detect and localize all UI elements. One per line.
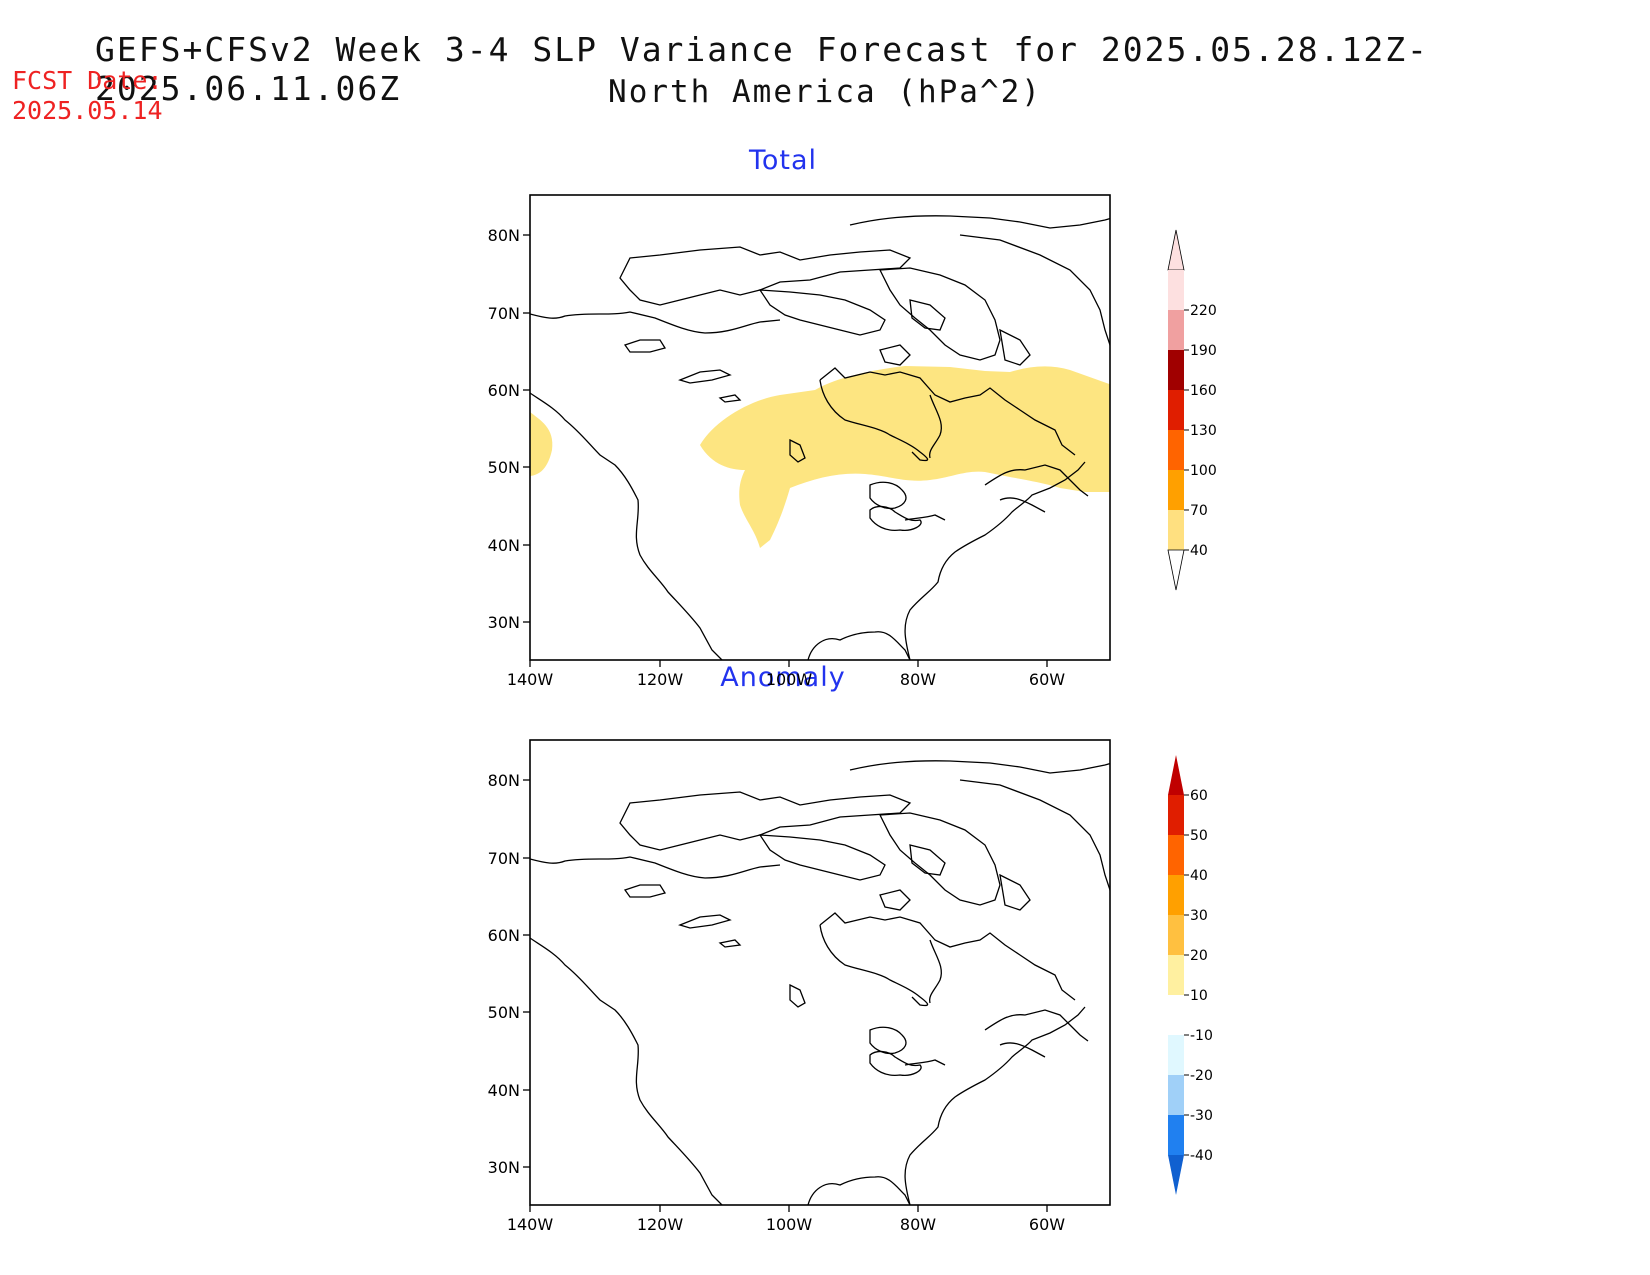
cbar-total-box [1168, 350, 1184, 390]
cbar-anomaly-label: 20 [1190, 948, 1208, 964]
lat-tick-label: 70N [488, 304, 520, 323]
colorbar-total: 220 190 160 130 100 70 40 [1167, 229, 1217, 591]
coastlines-anomaly [530, 760, 1110, 1205]
cbar-total-label: 130 [1190, 423, 1217, 439]
lat-tick-label: 50N [488, 458, 520, 477]
panel-title-anomaly: Anomaly [720, 662, 846, 693]
cbar-anomaly-label: 40 [1190, 868, 1208, 884]
forecast-date-value: 2025.05.14 [12, 96, 163, 125]
figure-title: GEFS+CFSv2 Week 3-4 SLP Variance Forecas… [95, 30, 1429, 108]
cbar-anomaly-label: -20 [1190, 1068, 1213, 1084]
cbar-total-box [1168, 310, 1184, 350]
cbar-total-label: 70 [1190, 503, 1208, 519]
cbar-anomaly-label: -30 [1190, 1108, 1213, 1124]
cbar-total-box [1168, 430, 1184, 470]
cbar-anomaly-label: -40 [1190, 1148, 1213, 1164]
cbar-anomaly-box [1168, 955, 1184, 995]
lon-tick-label: 100W [766, 1215, 813, 1234]
variance-shading [530, 366, 1110, 548]
lat-tick-label: 30N [488, 1158, 520, 1177]
forecast-date-label: FCST Date: [12, 66, 163, 95]
cbar-total-lower-cap [1167, 549, 1185, 591]
lon-tick-label: 120W [637, 670, 684, 689]
map-frame-total [529, 194, 1111, 661]
cbar-total-box [1168, 270, 1184, 310]
cbar-anomaly-label: 30 [1190, 908, 1208, 924]
axis-ticks-total: 80N 70N 60N 50N 40N 30N 140W 120W 100W 80W 60W [488, 226, 1066, 689]
cbar-anomaly-box [1168, 995, 1184, 1035]
lat-tick-label: 60N [488, 926, 520, 945]
cbar-anomaly-box [1168, 875, 1184, 915]
cbar-anomaly-label: -10 [1190, 1028, 1213, 1044]
cbar-anomaly-label: 50 [1190, 828, 1208, 844]
cbar-anomaly-box [1168, 915, 1184, 955]
lon-tick-label: 80W [900, 1215, 936, 1234]
cbar-total-label: 220 [1190, 303, 1217, 319]
lat-tick-label: 60N [488, 381, 520, 400]
lat-tick-label: 80N [488, 226, 520, 245]
coastlines-total [530, 215, 1110, 660]
cbar-total-label: 100 [1190, 463, 1217, 479]
lon-tick-label: 100W [766, 670, 813, 689]
cbar-total-label: 40 [1190, 543, 1208, 559]
lon-tick-label: 60W [1029, 670, 1065, 689]
axis-ticks-anomaly: 80N 70N 60N 50N 40N 30N 140W 120W 100W 80W 60W [488, 771, 1066, 1234]
cbar-total-box [1168, 510, 1184, 550]
cbar-anomaly-box [1168, 835, 1184, 875]
cbar-total-box [1168, 470, 1184, 510]
panel-title-total: Total [748, 145, 818, 176]
cbar-total-label: 190 [1190, 343, 1217, 359]
lon-tick-label: 140W [507, 670, 554, 689]
lon-tick-label: 60W [1029, 1215, 1065, 1234]
lat-tick-label: 50N [488, 1003, 520, 1022]
cbar-anomaly-label: 60 [1190, 788, 1208, 804]
cbar-total-label: 160 [1190, 383, 1217, 399]
cbar-anomaly-upper-cap [1168, 755, 1184, 795]
lat-tick-label: 40N [488, 536, 520, 555]
cbar-anomaly-box [1168, 795, 1184, 835]
cbar-anomaly-box [1168, 1075, 1184, 1115]
lat-tick-label: 70N [488, 849, 520, 868]
lat-tick-label: 30N [488, 613, 520, 632]
lat-tick-label: 40N [488, 1081, 520, 1100]
lon-tick-label: 140W [507, 1215, 554, 1234]
lon-tick-label: 120W [637, 1215, 684, 1234]
cbar-total-box [1168, 390, 1184, 430]
map-frame-anomaly [529, 739, 1111, 1206]
lon-tick-label: 80W [900, 670, 936, 689]
figure-subtitle: North America (hPa^2) [608, 74, 1042, 110]
cbar-anomaly-box [1168, 1115, 1184, 1155]
colorbar-anomaly: 60 50 40 30 20 10 -10 -20 -30 -40 [1168, 755, 1213, 1195]
lat-tick-label: 80N [488, 771, 520, 790]
cbar-anomaly-box [1168, 1035, 1184, 1075]
cbar-anomaly-lower-cap [1168, 1155, 1184, 1195]
cbar-total-upper-cap [1167, 229, 1185, 271]
cbar-anomaly-label: 10 [1190, 988, 1208, 1004]
